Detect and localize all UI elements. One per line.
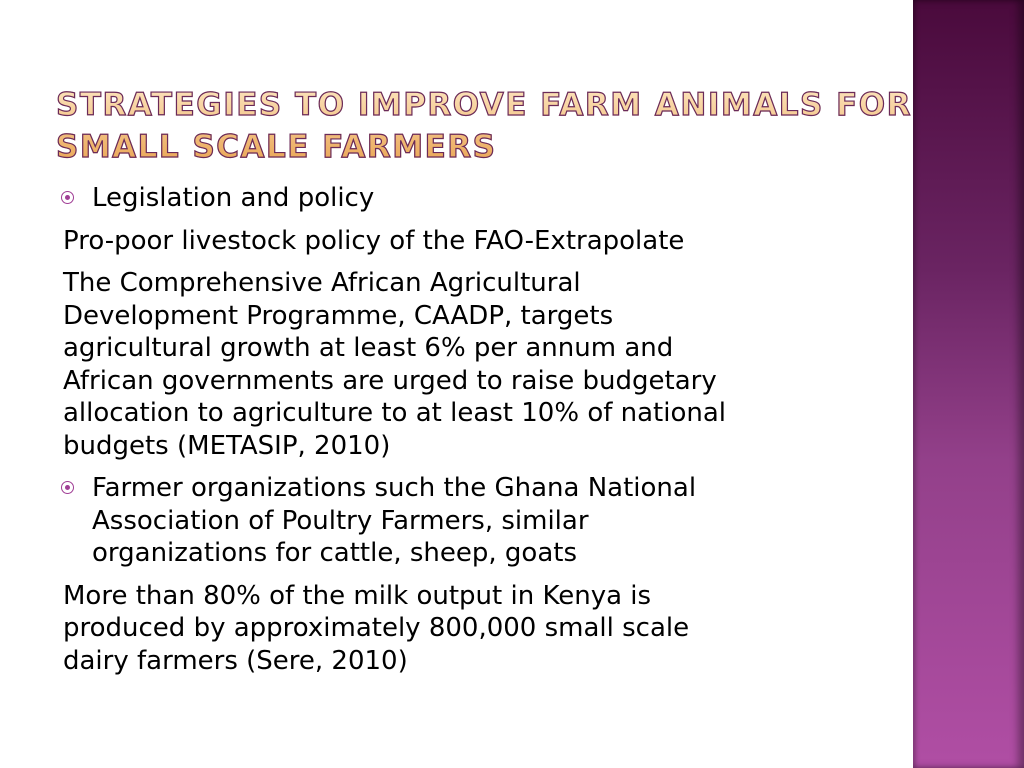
text-line: The Comprehensive African Agricultural <box>63 268 581 298</box>
paragraph: More than 80% of the milk output in Keny… <box>63 580 726 678</box>
text-line: agricultural growth at least 6% per annu… <box>63 333 674 363</box>
slide-title: Strategies to improve farm animals for s… <box>55 84 912 168</box>
title-line: Strategies to improve farm animals for <box>55 86 912 123</box>
text-line: allocation to agriculture to at least 10… <box>63 398 727 428</box>
circle-bullet-icon <box>61 481 74 494</box>
circle-bullet-icon <box>61 191 74 204</box>
paragraph: Pro-poor livestock policy of the FAO-Ext… <box>63 225 726 258</box>
text-line: organizations for cattle, sheep, goats <box>92 538 577 568</box>
bullet-paragraph: Farmer organizations such the Ghana Nati… <box>61 472 726 570</box>
text-line: Legislation and policy <box>92 183 375 213</box>
text-line: budgets (METASIP, 2010) <box>63 430 391 461</box>
title-line: small scale farmers <box>55 128 497 165</box>
side-decorative-bar <box>913 0 1024 768</box>
text-line: Development Programme, CAADP, targets <box>63 300 614 331</box>
text-line: Association of Poultry Farmers, similar <box>92 505 589 536</box>
text-line: African governments are urged to raise b… <box>63 365 717 396</box>
text-line: Pro-poor livestock policy of the FAO-Ext… <box>63 225 685 256</box>
text-line: dairy farmers (Sere, 2010) <box>63 645 408 676</box>
text-line: More than 80% of the milk output in Keny… <box>63 580 652 611</box>
text-line: produced by approximately 800,000 small … <box>63 613 690 643</box>
slide-body: Legislation and policy Pro-poor livestock… <box>61 182 726 687</box>
bullet-paragraph: Legislation and policy <box>61 182 726 215</box>
paragraph: The Comprehensive African Agricultural De… <box>63 267 726 462</box>
text-line: Farmer organizations such the Ghana Nati… <box>92 473 697 503</box>
